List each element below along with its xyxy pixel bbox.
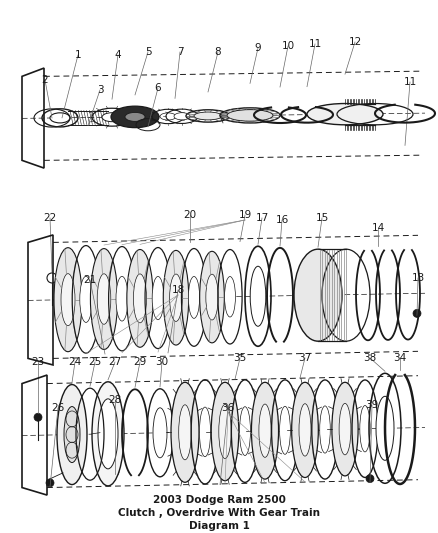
Text: 11: 11 xyxy=(308,39,321,49)
Text: 19: 19 xyxy=(238,210,251,220)
Text: 10: 10 xyxy=(282,41,295,51)
Ellipse shape xyxy=(188,277,200,318)
Ellipse shape xyxy=(50,113,70,123)
Text: 36: 36 xyxy=(221,403,235,413)
Text: 12: 12 xyxy=(348,37,362,47)
Text: 13: 13 xyxy=(411,273,424,283)
Ellipse shape xyxy=(54,248,82,352)
Ellipse shape xyxy=(279,406,290,454)
Ellipse shape xyxy=(171,382,199,482)
Ellipse shape xyxy=(200,252,224,343)
Text: 27: 27 xyxy=(108,357,122,367)
Text: 2: 2 xyxy=(42,75,48,85)
Text: 23: 23 xyxy=(32,357,45,367)
Circle shape xyxy=(34,413,42,421)
Text: 34: 34 xyxy=(393,353,406,363)
Text: 26: 26 xyxy=(51,403,65,413)
Ellipse shape xyxy=(92,382,124,486)
Ellipse shape xyxy=(320,406,330,453)
Ellipse shape xyxy=(339,403,351,455)
Ellipse shape xyxy=(360,406,370,452)
Ellipse shape xyxy=(259,404,271,457)
Ellipse shape xyxy=(240,407,251,456)
Ellipse shape xyxy=(64,407,80,463)
Text: 39: 39 xyxy=(365,400,378,410)
Text: 14: 14 xyxy=(371,223,385,233)
Text: 20: 20 xyxy=(184,210,197,220)
Text: 5: 5 xyxy=(145,47,151,57)
Ellipse shape xyxy=(179,405,191,460)
Ellipse shape xyxy=(116,276,128,321)
Text: 22: 22 xyxy=(43,213,57,223)
Text: 9: 9 xyxy=(254,43,261,53)
Text: 24: 24 xyxy=(68,357,81,367)
Text: 38: 38 xyxy=(364,353,377,363)
Text: 2003 Dodge Ram 2500: 2003 Dodge Ram 2500 xyxy=(152,495,286,505)
Ellipse shape xyxy=(199,407,211,457)
Ellipse shape xyxy=(57,385,87,484)
Text: 6: 6 xyxy=(155,83,161,93)
Ellipse shape xyxy=(227,110,273,121)
Circle shape xyxy=(366,474,374,482)
Ellipse shape xyxy=(102,112,122,122)
Ellipse shape xyxy=(376,397,394,461)
Ellipse shape xyxy=(251,382,279,479)
Ellipse shape xyxy=(211,382,239,481)
Text: 21: 21 xyxy=(83,275,97,285)
Text: 3: 3 xyxy=(97,85,103,95)
Text: 7: 7 xyxy=(177,47,184,57)
Ellipse shape xyxy=(174,112,190,120)
Text: 17: 17 xyxy=(255,213,268,223)
Text: 25: 25 xyxy=(88,357,102,367)
Ellipse shape xyxy=(98,399,118,469)
Text: 4: 4 xyxy=(115,50,121,60)
Ellipse shape xyxy=(170,274,182,321)
Ellipse shape xyxy=(332,382,358,476)
Circle shape xyxy=(111,468,119,476)
Text: 16: 16 xyxy=(276,215,289,225)
Ellipse shape xyxy=(90,248,117,350)
Ellipse shape xyxy=(206,274,218,320)
Text: 37: 37 xyxy=(298,353,311,363)
Ellipse shape xyxy=(163,251,189,345)
Text: 35: 35 xyxy=(233,353,247,363)
Ellipse shape xyxy=(219,405,231,458)
Text: Clutch , Overdrive With Gear Train: Clutch , Overdrive With Gear Train xyxy=(118,508,320,518)
Ellipse shape xyxy=(125,112,145,122)
Circle shape xyxy=(46,479,54,487)
Text: 15: 15 xyxy=(315,213,328,223)
Ellipse shape xyxy=(80,276,92,322)
Ellipse shape xyxy=(134,274,147,323)
Ellipse shape xyxy=(250,266,266,326)
Ellipse shape xyxy=(127,249,153,348)
Ellipse shape xyxy=(307,103,383,125)
Text: 29: 29 xyxy=(134,357,147,367)
Ellipse shape xyxy=(152,277,164,320)
Ellipse shape xyxy=(61,273,75,326)
Text: 11: 11 xyxy=(403,77,417,87)
Ellipse shape xyxy=(97,274,111,324)
Text: Diagram 1: Diagram 1 xyxy=(189,521,249,531)
Text: 1: 1 xyxy=(75,50,81,60)
Text: 28: 28 xyxy=(108,395,122,405)
Text: 18: 18 xyxy=(171,285,185,295)
Ellipse shape xyxy=(294,249,342,341)
Circle shape xyxy=(413,309,421,317)
Ellipse shape xyxy=(292,382,318,478)
Ellipse shape xyxy=(160,113,176,120)
Ellipse shape xyxy=(194,112,222,120)
Ellipse shape xyxy=(225,277,236,317)
Ellipse shape xyxy=(111,106,159,127)
Ellipse shape xyxy=(299,403,311,456)
Text: 8: 8 xyxy=(215,47,221,57)
Text: 30: 30 xyxy=(155,357,169,367)
Ellipse shape xyxy=(153,408,167,458)
